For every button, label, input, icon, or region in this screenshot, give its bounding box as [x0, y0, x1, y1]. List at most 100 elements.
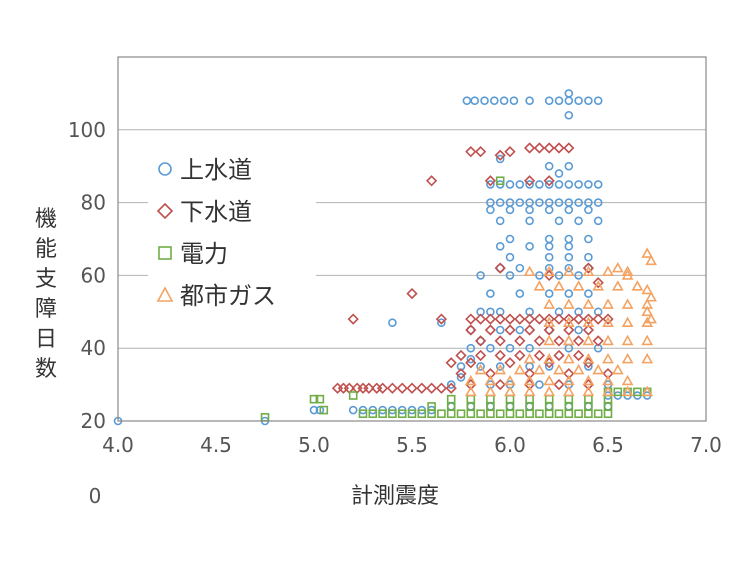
- legend-marker: [158, 246, 172, 260]
- data-point: [572, 349, 585, 362]
- data-point: [543, 324, 555, 336]
- data-point: [533, 363, 546, 375]
- data-point: [544, 394, 554, 404]
- data-point: [388, 318, 397, 328]
- data-point: [525, 343, 534, 353]
- y-tick-label: 60: [81, 263, 106, 287]
- x-tick-label: 6.0: [494, 433, 526, 457]
- data-point: [582, 313, 595, 325]
- y-tick-label: 80: [81, 191, 106, 215]
- x-tick-label: 7.0: [690, 433, 722, 457]
- x-tick-label: 4.5: [200, 433, 232, 457]
- data-point: [490, 96, 499, 105]
- data-point: [523, 368, 536, 380]
- data-point: [633, 387, 642, 397]
- data-point: [544, 409, 554, 419]
- data-point: [514, 349, 526, 362]
- series-diamond: [331, 142, 614, 394]
- data-point: [621, 269, 634, 280]
- data-point: [465, 313, 477, 325]
- data-point: [495, 325, 505, 335]
- data-point: [397, 409, 407, 419]
- data-point: [564, 96, 574, 105]
- plot-border: [117, 56, 707, 422]
- data-point: [437, 318, 446, 328]
- data-point: [505, 409, 515, 419]
- data-point: [494, 363, 507, 375]
- data-point: [523, 313, 536, 325]
- data-point: [602, 316, 614, 328]
- y-axis-title-char: 機: [35, 207, 57, 232]
- data-point: [603, 402, 613, 411]
- data-point: [562, 265, 575, 277]
- data-point: [416, 382, 428, 394]
- data-point: [572, 313, 585, 325]
- data-point: [602, 334, 614, 346]
- data-point: [584, 402, 593, 411]
- data-point: [554, 96, 564, 105]
- data-point: [582, 352, 595, 364]
- data-point: [523, 352, 536, 364]
- data-point: [574, 325, 583, 335]
- data-point: [533, 335, 546, 347]
- y-tick-label: 100: [68, 118, 106, 142]
- legend-label: 都市ガス: [180, 282, 276, 310]
- data-point: [554, 198, 564, 207]
- data-point: [484, 385, 497, 397]
- data-point: [553, 349, 565, 362]
- data-point: [486, 180, 495, 189]
- data-point: [564, 241, 574, 251]
- zero-label: 0: [89, 484, 102, 508]
- data-point: [584, 394, 593, 404]
- y-tick-labels: 20 40 60 80 100: [68, 118, 106, 433]
- data-point: [505, 394, 515, 404]
- data-point: [495, 176, 505, 186]
- data-point: [553, 378, 565, 391]
- data-point: [486, 205, 495, 215]
- data-point: [582, 385, 595, 397]
- data-point: [554, 216, 564, 226]
- data-point: [523, 265, 536, 277]
- data-point: [331, 382, 344, 394]
- data-point: [584, 234, 593, 244]
- data-point: [564, 252, 574, 262]
- data-point: [347, 313, 359, 325]
- x-tick-label: 5.0: [298, 433, 330, 457]
- x-tick-label: 6.5: [592, 433, 624, 457]
- data-point: [474, 313, 487, 325]
- data-point: [495, 409, 505, 419]
- data-point: [484, 175, 497, 187]
- data-point: [611, 280, 624, 291]
- data-point: [641, 334, 654, 346]
- y-axis-title-char: 支: [35, 267, 57, 292]
- data-point: [564, 180, 574, 189]
- data-point: [621, 265, 634, 277]
- data-point: [348, 405, 358, 415]
- data-point: [406, 287, 418, 300]
- series-triangle: [464, 247, 657, 397]
- data-point: [504, 313, 516, 325]
- data-point: [533, 142, 546, 154]
- data-point: [480, 96, 489, 105]
- data-point: [495, 198, 505, 207]
- data-point: [564, 234, 574, 244]
- data-point: [514, 335, 526, 347]
- data-point: [553, 142, 565, 154]
- data-point: [465, 324, 477, 336]
- data-point: [592, 277, 604, 289]
- data-point: [505, 343, 515, 353]
- data-point: [562, 374, 575, 386]
- data-point: [592, 313, 604, 325]
- data-point: [358, 409, 368, 419]
- data-point: [593, 198, 603, 207]
- data-point: [515, 409, 525, 419]
- data-point: [425, 382, 438, 394]
- data-point: [484, 313, 497, 325]
- data-point: [602, 374, 614, 386]
- data-point: [592, 363, 605, 375]
- data-point: [466, 343, 476, 353]
- data-point: [621, 316, 634, 328]
- data-point: [611, 261, 624, 273]
- data-point: [515, 180, 525, 189]
- data-point: [525, 205, 534, 215]
